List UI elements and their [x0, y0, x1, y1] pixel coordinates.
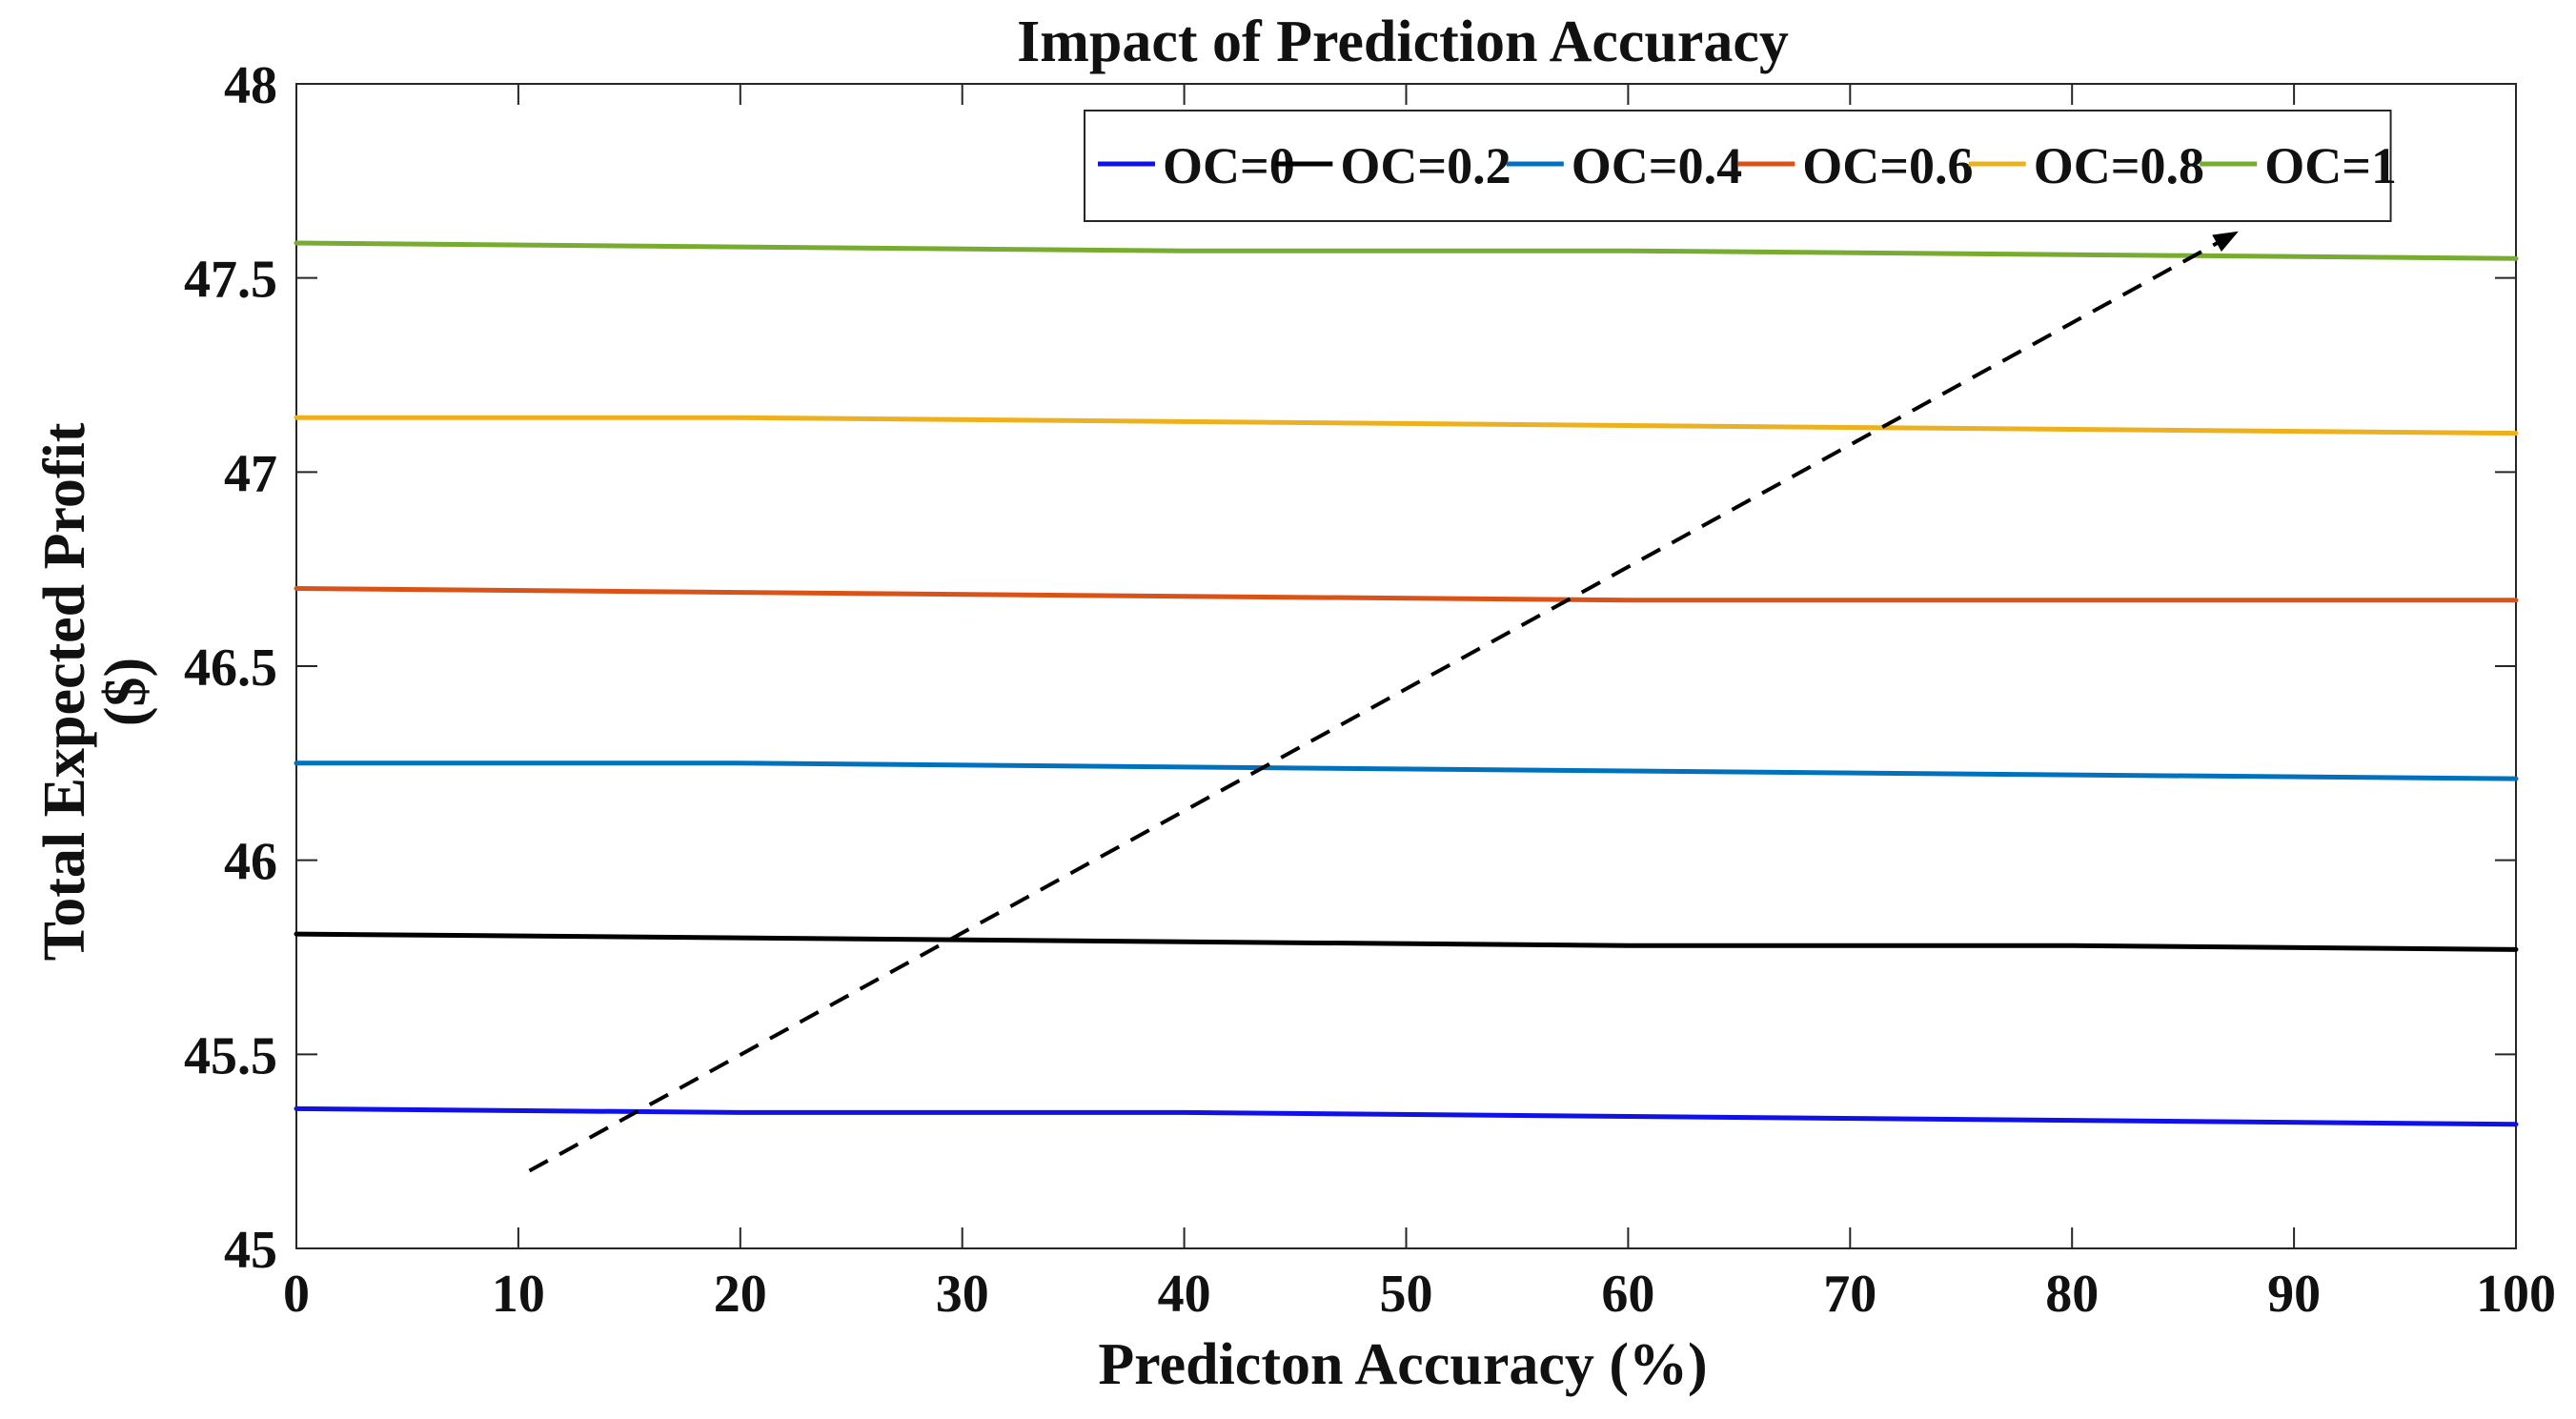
series-line-oc-0 [294, 1105, 2519, 1127]
y-axis-label-line1: Total Expected Profit [32, 422, 97, 961]
series-line-oc-1 [294, 240, 2519, 261]
x-tick-label: 20 [714, 1265, 767, 1324]
y-tick-label: 46.5 [184, 639, 277, 698]
legend-label-oc-0-6: OC=0.6 [1802, 137, 1973, 194]
x-tick-label: 100 [2476, 1265, 2556, 1324]
y-tick-label: 46 [224, 833, 277, 892]
chart-title: Impact of Prediction Accuracy [1017, 10, 1789, 74]
legend-label-oc-0-8: OC=0.8 [2034, 137, 2204, 194]
legend-label-oc-0-4: OC=0.4 [1572, 137, 1742, 194]
x-tick-label: 50 [1380, 1265, 1433, 1324]
legend: OC=0 OC=0.2 OC=0.4 OC=0.6 OC=0.8 OC=1 [1084, 110, 2397, 222]
series-line-oc-0-8 [294, 415, 2519, 436]
y-tick-label: 45.5 [184, 1026, 277, 1085]
legend-label-oc-0: OC=0 [1163, 137, 1295, 194]
x-tick-label: 0 [283, 1265, 310, 1324]
x-axis-label: Predicton Accuracy (%) [1098, 1332, 1707, 1397]
x-tick-label: 10 [492, 1265, 545, 1324]
x-tick-label: 80 [2045, 1265, 2099, 1324]
legend-label-oc-0-2: OC=0.2 [1340, 137, 1511, 194]
y-tick-label: 45 [224, 1221, 277, 1280]
series-line-oc-0-4 [294, 760, 2519, 781]
series-line-oc-0-6 [294, 586, 2519, 603]
x-tick-label: 40 [1158, 1265, 1211, 1324]
annotation [528, 230, 2240, 1173]
series-line-oc-0-2 [294, 931, 2519, 952]
y-tick-label: 48 [224, 56, 277, 115]
x-tick-label: 90 [2267, 1265, 2321, 1324]
plot-frame [295, 83, 2517, 1249]
axes: 0 10 20 30 40 50 60 70 80 90 100 45 45.5 46 46.5 47 47.5… [184, 56, 2556, 1324]
y-axis-label: Total Expected Profit ($) [32, 422, 158, 961]
x-tick-label: 60 [1601, 1265, 1654, 1324]
x-tick-label: 30 [936, 1265, 989, 1324]
y-tick-label: 47 [224, 444, 277, 503]
y-tick-label: 47.5 [184, 251, 277, 310]
trend-arrow-head [2212, 231, 2239, 253]
y-axis-label-line2: ($) [93, 658, 158, 726]
x-tick-label: 70 [1823, 1265, 1876, 1324]
legend-label-oc-1: OC=1 [2264, 137, 2397, 194]
trend-arrow-line [528, 230, 2240, 1173]
series-lines [294, 240, 2519, 1127]
